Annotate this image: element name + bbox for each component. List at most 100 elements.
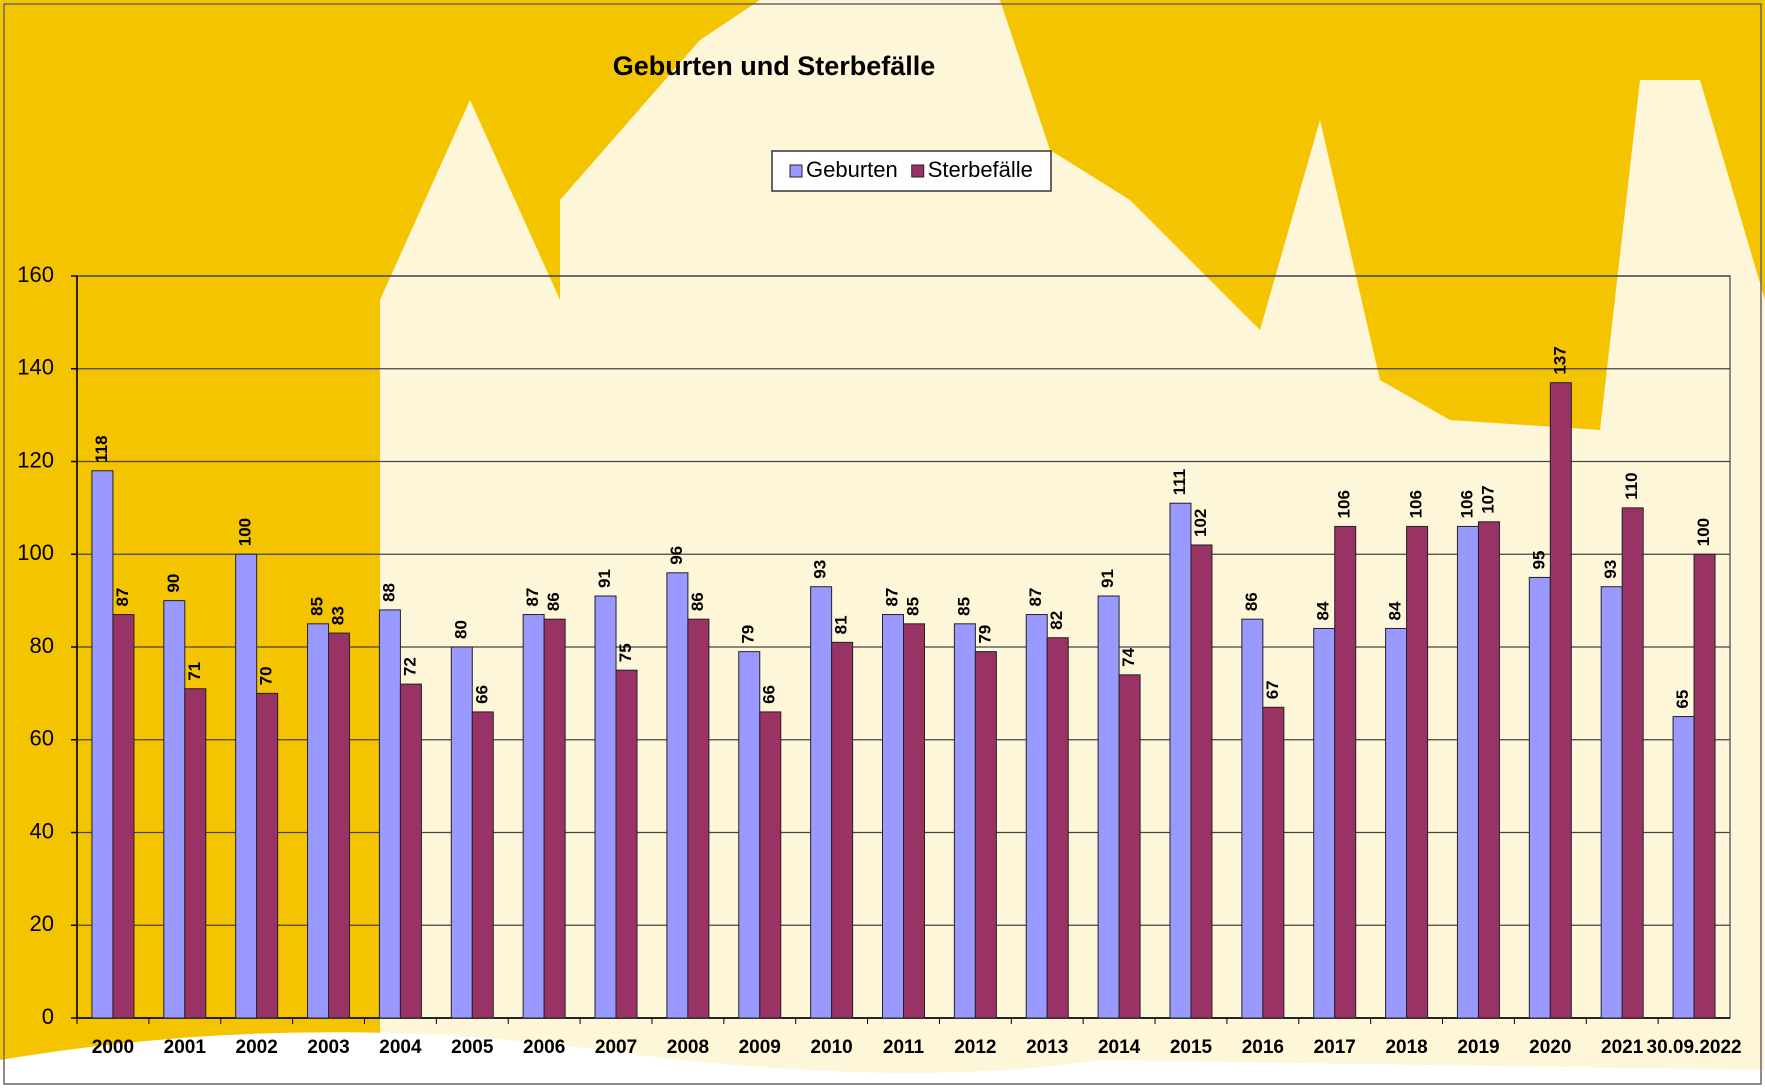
bar <box>974 651 997 1019</box>
bar <box>1406 525 1429 1019</box>
legend: Geburten Sterbefälle <box>771 150 1052 192</box>
bar <box>1334 525 1357 1019</box>
bar <box>1621 507 1644 1019</box>
value-label: 87 <box>882 588 901 607</box>
value-label: 118 <box>92 435 111 462</box>
bar <box>615 669 638 1019</box>
bar <box>471 711 494 1019</box>
bar <box>1262 706 1285 1019</box>
x-tick-label: 2000 <box>92 1037 134 1058</box>
bar <box>307 623 330 1019</box>
bar <box>810 586 833 1019</box>
x-tick-label: 2019 <box>1457 1037 1499 1058</box>
value-label: 82 <box>1047 611 1066 630</box>
bar <box>1456 525 1479 1019</box>
value-label: 85 <box>954 597 973 616</box>
value-label: 74 <box>1119 647 1138 666</box>
bar <box>522 614 545 1019</box>
value-label: 84 <box>1386 601 1405 620</box>
y-tick-label: 60 <box>30 726 54 751</box>
value-label: 95 <box>1529 551 1548 570</box>
bar <box>1097 595 1120 1019</box>
bar <box>1693 553 1716 1019</box>
bar <box>831 641 854 1019</box>
bar <box>543 618 566 1019</box>
y-tick-label: 20 <box>30 911 54 936</box>
bar <box>184 688 207 1019</box>
bar <box>378 609 401 1019</box>
value-label: 75 <box>616 643 635 662</box>
x-tick-label: 2001 <box>164 1037 207 1058</box>
x-tick-label: 2014 <box>1098 1037 1141 1058</box>
value-label: 93 <box>811 560 830 579</box>
value-label: 79 <box>739 625 758 644</box>
y-tick-label: 80 <box>30 633 54 658</box>
value-label: 100 <box>1694 518 1713 546</box>
bar <box>1046 637 1069 1019</box>
legend-swatch <box>911 164 925 178</box>
value-label: 93 <box>1601 560 1620 579</box>
value-label: 137 <box>1550 346 1569 374</box>
bar <box>112 614 135 1019</box>
y-tick-label: 160 <box>17 262 54 287</box>
value-label: 96 <box>667 546 686 565</box>
value-label: 80 <box>451 620 470 639</box>
value-label: 88 <box>379 583 398 602</box>
x-tick-label: 2005 <box>451 1037 494 1058</box>
value-label: 87 <box>523 588 542 607</box>
value-label: 91 <box>595 569 614 588</box>
bar <box>738 651 761 1019</box>
legend-label: Geburten <box>806 157 898 182</box>
y-tick-label: 140 <box>17 355 54 380</box>
bar <box>1672 716 1695 1019</box>
y-tick-label: 100 <box>17 540 54 565</box>
value-label: 102 <box>1191 509 1210 537</box>
x-tick-label: 30.09.2022 <box>1647 1037 1742 1058</box>
x-tick-label: 2008 <box>667 1037 709 1058</box>
value-label: 67 <box>1263 680 1282 699</box>
x-tick-label: 2017 <box>1314 1037 1356 1058</box>
value-label: 79 <box>975 625 994 644</box>
x-tick-label: 2011 <box>883 1037 925 1058</box>
x-tick-label: 2003 <box>307 1037 349 1058</box>
value-label: 65 <box>1673 690 1692 709</box>
value-label: 71 <box>185 662 204 681</box>
value-label: 83 <box>329 606 348 625</box>
x-tick-label: 2021 <box>1601 1037 1644 1058</box>
value-label: 86 <box>1242 592 1261 611</box>
ground <box>0 1032 1765 1088</box>
bar <box>666 572 689 1019</box>
value-label: 106 <box>1407 490 1426 518</box>
x-tick-label: 2016 <box>1242 1037 1284 1058</box>
value-label: 107 <box>1478 485 1497 513</box>
x-tick-label: 2012 <box>954 1037 996 1058</box>
x-tick-label: 2009 <box>739 1037 781 1058</box>
value-label: 87 <box>113 588 132 607</box>
bar <box>1241 618 1264 1019</box>
value-label: 66 <box>760 685 779 704</box>
value-label: 84 <box>1314 601 1333 620</box>
bar <box>1385 627 1408 1019</box>
bar <box>163 600 186 1019</box>
bar <box>759 711 782 1019</box>
bar <box>1313 627 1336 1019</box>
bar <box>1528 576 1551 1019</box>
bar <box>235 553 258 1019</box>
y-tick-label: 0 <box>42 1004 54 1029</box>
bar <box>1118 674 1141 1019</box>
value-label: 86 <box>544 592 563 611</box>
value-label: 91 <box>1098 569 1117 588</box>
bar <box>1190 544 1213 1019</box>
bar <box>91 470 114 1019</box>
value-label: 100 <box>236 518 255 546</box>
value-label: 70 <box>257 666 276 685</box>
chart-title: Geburten und Sterbefälle <box>613 51 936 81</box>
value-label: 81 <box>832 615 851 634</box>
value-label: 106 <box>1457 490 1476 518</box>
value-label: 111 <box>1170 469 1189 496</box>
bar <box>953 623 976 1019</box>
bar <box>1600 586 1623 1019</box>
y-tick-label: 120 <box>17 447 54 472</box>
value-label: 85 <box>308 597 327 616</box>
bar <box>256 692 279 1019</box>
